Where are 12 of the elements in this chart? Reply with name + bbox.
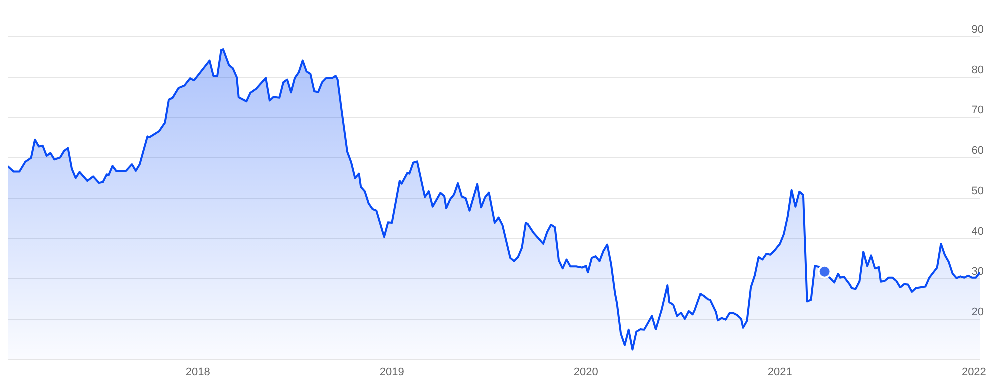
x-tick-label: 2021 bbox=[768, 366, 792, 378]
y-tick-label: 90 bbox=[972, 24, 984, 36]
y-tick-label: 70 bbox=[972, 104, 984, 117]
y-tick-label: 20 bbox=[972, 306, 984, 318]
x-tick-label: 2018 bbox=[186, 366, 210, 378]
y-tick-label: 60 bbox=[972, 145, 984, 158]
y-tick-label: 50 bbox=[972, 185, 984, 198]
y-tick-label: 40 bbox=[972, 226, 984, 238]
x-tick-label: 2022 bbox=[962, 366, 986, 378]
x-tick-label: 2020 bbox=[574, 366, 598, 378]
y-tick-label: 80 bbox=[972, 64, 984, 76]
x-tick-label: 2019 bbox=[380, 366, 404, 378]
